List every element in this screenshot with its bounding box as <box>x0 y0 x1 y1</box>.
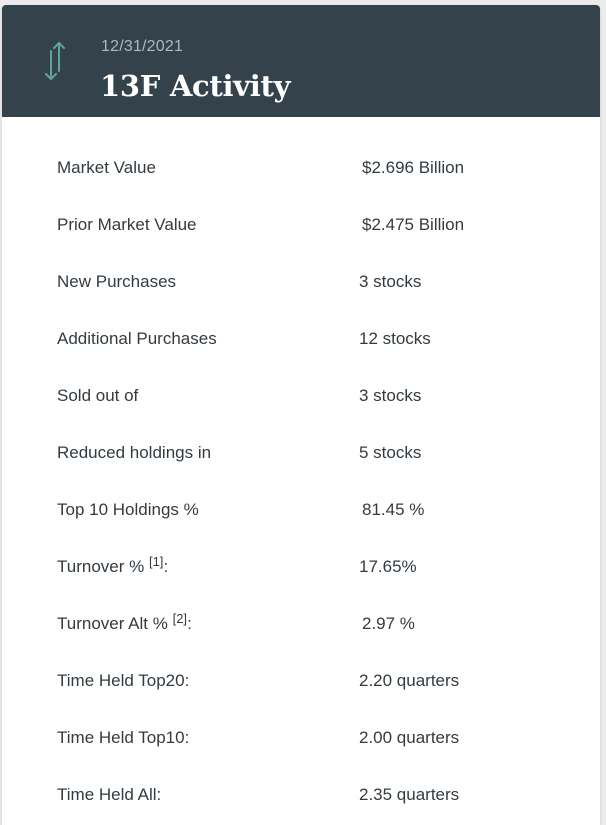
row-sold-out-of: Sold out of 3 stocks <box>2 386 600 443</box>
row-value: 2.00 quarters <box>359 728 460 747</box>
row-label: Time Held All: <box>57 785 162 804</box>
row-label: Market Value <box>57 158 156 177</box>
row-value: 81.45 % <box>362 500 425 519</box>
row-label: Top 10 Holdings % <box>57 500 199 519</box>
row-additional-purchases: Additional Purchases 12 stocks <box>2 329 600 386</box>
row-label: New Purchases <box>57 272 177 291</box>
row-value: 17.65% <box>359 557 417 576</box>
row-new-purchases: New Purchases 3 stocks <box>2 272 600 329</box>
row-value: $2.696 Billion <box>362 158 465 177</box>
row-value: 2.35 quarters <box>359 785 460 804</box>
row-label: Time Held Top10: <box>57 728 190 747</box>
footnote-ref-1[interactable]: [1] <box>148 554 164 569</box>
row-value: 5 stocks <box>359 443 422 462</box>
row-time-held-top10: Time Held Top10: 2.00 quarters <box>2 728 600 785</box>
row-reduced-holdings: Reduced holdings in 5 stocks <box>2 443 600 500</box>
row-value: 2.97 % <box>362 614 415 633</box>
row-label: Time Held Top20: <box>57 671 190 690</box>
row-label: Turnover Alt % [2]: <box>57 611 192 633</box>
row-time-held-top20: Time Held Top20: 2.20 quarters <box>2 671 600 728</box>
row-top10-holdings: Top 10 Holdings % 81.45 % <box>2 500 600 557</box>
row-market-value: Market Value $2.696 Billion <box>2 158 600 215</box>
row-label: Reduced holdings in <box>57 443 212 462</box>
row-value: 12 stocks <box>359 329 431 348</box>
card-header: 12/31/2021 13F Activity <box>2 5 600 117</box>
row-value: 2.20 quarters <box>359 671 460 690</box>
row-value: 3 stocks <box>359 386 422 405</box>
row-turnover-alt: Turnover Alt % [2]: 2.97 % <box>2 611 600 671</box>
row-label: Prior Market Value <box>57 215 197 234</box>
row-label: Additional Purchases <box>57 329 217 348</box>
footnote-ref-2[interactable]: [2] <box>172 611 188 626</box>
row-turnover: Turnover % [1]: 17.65% <box>2 554 600 614</box>
card-title: 13F Activity <box>100 69 291 103</box>
row-prior-market-value: Prior Market Value $2.475 Billion <box>2 215 600 272</box>
row-value: $2.475 Billion <box>362 215 465 234</box>
row-time-held-all: Time Held All: 2.35 quarters <box>2 785 600 825</box>
report-date: 12/31/2021 <box>101 38 184 55</box>
row-value: 3 stocks <box>359 272 422 291</box>
row-label: Turnover % [1]: <box>57 554 169 576</box>
row-label: Sold out of <box>57 386 139 405</box>
up-down-arrows-icon <box>45 42 65 80</box>
activity-card: 12/31/2021 13F Activity Market Value $2.… <box>2 5 600 825</box>
